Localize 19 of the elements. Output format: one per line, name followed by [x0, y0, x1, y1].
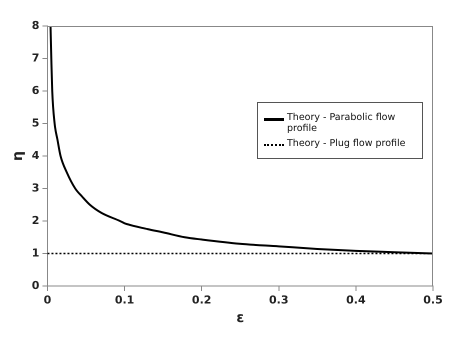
- legend-label: Theory - Plug flow profile: [287, 138, 406, 149]
- y-tick-label: 5: [32, 116, 40, 130]
- x-tick-label: 0.4: [346, 293, 366, 306]
- y-axis-title: η: [10, 151, 26, 161]
- x-tick-label: 0.1: [114, 293, 134, 306]
- y-tick-label: 8: [32, 18, 40, 32]
- y-tick-label: 0: [32, 278, 40, 292]
- y-tick-label: 7: [32, 51, 40, 64]
- y-tick-label: 3: [32, 181, 40, 194]
- y-tick-label: 2: [32, 214, 40, 227]
- y-tick-label: 1: [32, 246, 40, 260]
- x-tick-label: 0.5: [423, 293, 443, 306]
- x-tick-label: 0: [44, 293, 52, 306]
- x-tick-label: 0.3: [269, 293, 289, 306]
- y-tick-label: 4: [32, 148, 40, 162]
- y-tick-label: 6: [32, 84, 40, 97]
- legend-label: Theory - Parabolic flow profile: [287, 112, 396, 134]
- x-axis-title: ε: [236, 310, 244, 326]
- x-tick-label: 0.2: [192, 293, 212, 306]
